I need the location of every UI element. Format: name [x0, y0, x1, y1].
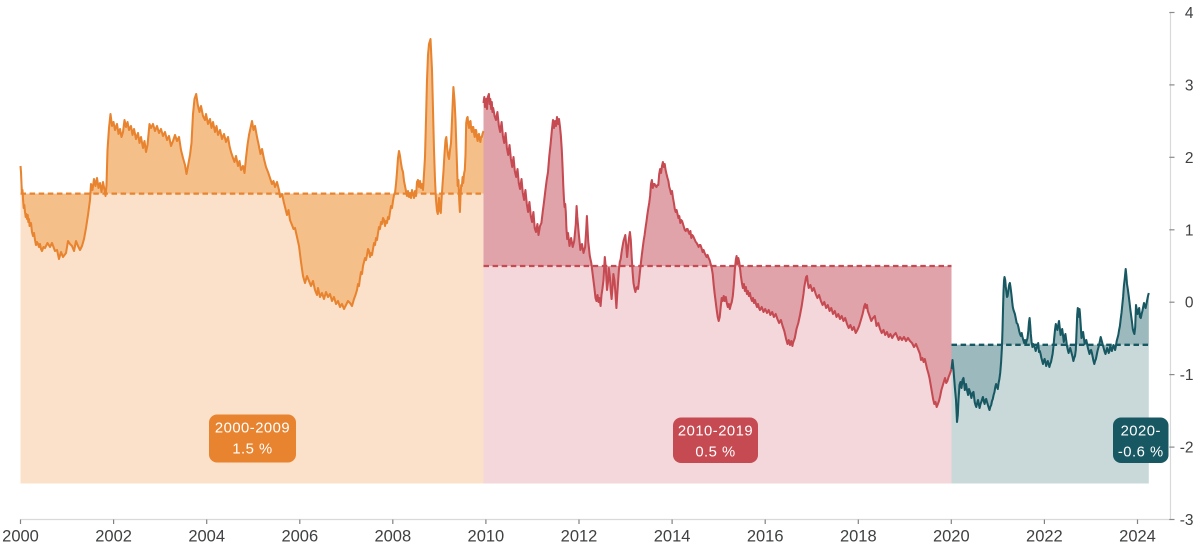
svg-text:2020: 2020: [933, 528, 970, 546]
svg-text:2012: 2012: [561, 528, 598, 546]
svg-text:2006: 2006: [281, 528, 318, 546]
svg-text:2004: 2004: [188, 528, 225, 546]
svg-text:2014: 2014: [654, 528, 691, 546]
svg-text:-1: -1: [1180, 367, 1194, 384]
svg-text:1.5 %: 1.5 %: [232, 441, 272, 457]
svg-text:2020-: 2020-: [1121, 423, 1161, 439]
svg-text:0: 0: [1185, 295, 1194, 312]
svg-text:2008: 2008: [374, 528, 411, 546]
svg-text:2022: 2022: [1026, 528, 1063, 546]
svg-text:2000: 2000: [2, 528, 39, 546]
svg-text:2024: 2024: [1119, 528, 1156, 546]
svg-text:3: 3: [1185, 77, 1194, 94]
svg-text:2010-2019: 2010-2019: [678, 423, 753, 439]
svg-text:-2: -2: [1180, 440, 1194, 457]
svg-text:2: 2: [1185, 150, 1194, 167]
svg-text:4: 4: [1185, 5, 1194, 22]
svg-text:2016: 2016: [747, 528, 784, 546]
svg-text:2000-2009: 2000-2009: [215, 420, 290, 436]
svg-text:0.5 %: 0.5 %: [695, 444, 735, 460]
svg-text:-0.6 %: -0.6 %: [1118, 444, 1164, 460]
svg-text:2002: 2002: [95, 528, 132, 546]
svg-text:2018: 2018: [840, 528, 877, 546]
svg-text:2010: 2010: [468, 528, 505, 546]
svg-text:-3: -3: [1180, 512, 1194, 529]
svg-text:1: 1: [1185, 222, 1194, 239]
